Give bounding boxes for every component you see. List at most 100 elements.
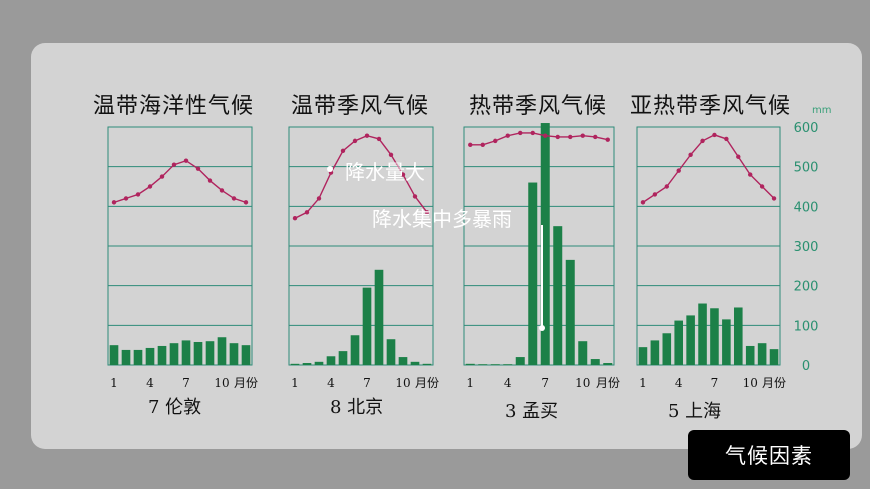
x-tick-label: 7 <box>182 376 190 390</box>
temperature-point <box>231 196 237 201</box>
y-tick-label: 600 <box>794 121 819 136</box>
temperature-point <box>580 133 585 138</box>
temperature-point <box>171 162 177 167</box>
x-tick-label: 10 <box>214 376 229 390</box>
precip-bar <box>674 320 683 365</box>
precip-bar <box>169 343 179 365</box>
temperature-point <box>352 138 358 144</box>
temperature-point <box>676 168 681 173</box>
chart-title-3: 热带季风气候 <box>469 94 608 119</box>
temperature-point <box>543 133 548 138</box>
temperature-point <box>292 216 298 221</box>
temperature-point <box>555 134 560 140</box>
precip-bar <box>710 308 719 365</box>
y-tick-label: 0 <box>802 359 810 374</box>
temperature-point <box>364 133 370 138</box>
temperature-point <box>505 133 510 138</box>
temperature-line <box>294 134 428 219</box>
temperature-point <box>376 136 382 142</box>
temperature-point <box>111 200 117 205</box>
temperature-point <box>159 174 165 179</box>
temperature-point <box>400 172 406 177</box>
precip-bar <box>422 363 432 365</box>
temperature-point <box>568 134 573 140</box>
precip-bar <box>374 269 384 365</box>
climate-factors-label: 气候因素 <box>725 444 813 468</box>
temperature-point <box>688 152 693 157</box>
x-axis-unit-label: 月份 <box>596 376 620 390</box>
temperature-point <box>424 210 430 215</box>
precip-bar <box>745 345 755 365</box>
precip-bar <box>133 349 143 365</box>
annotation-dot-2 <box>539 325 545 331</box>
temperature-point <box>736 154 741 159</box>
precip-bar <box>528 182 538 365</box>
x-tick-label: 10 <box>395 376 410 390</box>
precip-bar <box>157 345 167 365</box>
precip-bar <box>386 339 396 365</box>
temperature-point <box>652 192 658 197</box>
y-tick-label: 400 <box>794 200 819 215</box>
chart-title-1: 温带海洋性气候 <box>93 94 255 119</box>
precip-bar <box>578 341 588 365</box>
city-label-3: 3 孟买 <box>505 401 559 422</box>
precip-bar <box>686 315 695 365</box>
temperature-point <box>304 210 310 215</box>
x-tick-label: 10 <box>743 376 758 390</box>
temperature-point <box>340 148 346 153</box>
temperature-point <box>759 184 765 189</box>
precip-bar <box>757 343 767 365</box>
precip-bar <box>217 337 227 365</box>
y-tick-label: 500 <box>794 161 819 176</box>
precip-bar <box>553 226 563 365</box>
precip-bar <box>181 340 191 365</box>
precip-bar <box>410 361 420 365</box>
temperature-point <box>135 192 141 197</box>
temperature-point <box>530 130 535 136</box>
precip-bar <box>109 345 119 365</box>
precip-bar <box>590 359 600 365</box>
temperature-point <box>700 138 705 144</box>
precip-bar <box>398 357 408 365</box>
annotation-dot-1 <box>327 166 333 172</box>
annotation-rain-concentrated: 降水集中多暴雨 <box>372 207 512 231</box>
temperature-point <box>664 184 669 189</box>
x-tick-label: 7 <box>541 376 549 390</box>
temperature-point <box>219 188 225 193</box>
city-label-1: 7 伦敦 <box>148 397 202 418</box>
x-tick-label: 1 <box>110 376 118 390</box>
precip-bar <box>302 363 312 365</box>
x-axis-unit-label: 月份 <box>415 376 439 390</box>
temperature-point <box>207 178 213 183</box>
precip-bar <box>121 349 131 365</box>
temperature-point <box>724 136 729 142</box>
precip-bar <box>338 351 348 365</box>
annotation-line <box>541 225 543 328</box>
precip-bar <box>326 356 336 365</box>
chart-title-2: 温带季风气候 <box>291 94 430 119</box>
temperature-point <box>480 142 485 148</box>
annotation-rain-large: 降水量大 <box>345 160 425 184</box>
temperature-point <box>123 196 129 201</box>
precip-bar <box>540 123 550 366</box>
temperature-point <box>468 142 473 148</box>
precip-bar <box>145 347 155 365</box>
city-label-2: 8 北京 <box>330 397 384 418</box>
climate-factors-button[interactable]: 气候因素 <box>688 430 850 480</box>
precip-bar <box>734 307 743 365</box>
precip-bar <box>650 340 660 365</box>
x-tick-label: 4 <box>327 376 335 390</box>
precip-bar <box>229 343 239 365</box>
x-axis-unit-label: 月份 <box>762 376 786 390</box>
temperature-point <box>147 184 153 189</box>
temperature-point <box>771 196 777 201</box>
precip-bar <box>362 287 372 365</box>
temperature-point <box>593 134 598 140</box>
x-axis-unit-label: 月份 <box>234 376 258 390</box>
temperature-point <box>640 200 646 205</box>
precip-bar <box>698 303 707 365</box>
y-tick-label: 100 <box>794 319 819 334</box>
x-tick-label: 4 <box>146 376 154 390</box>
x-tick-label: 1 <box>291 376 299 390</box>
